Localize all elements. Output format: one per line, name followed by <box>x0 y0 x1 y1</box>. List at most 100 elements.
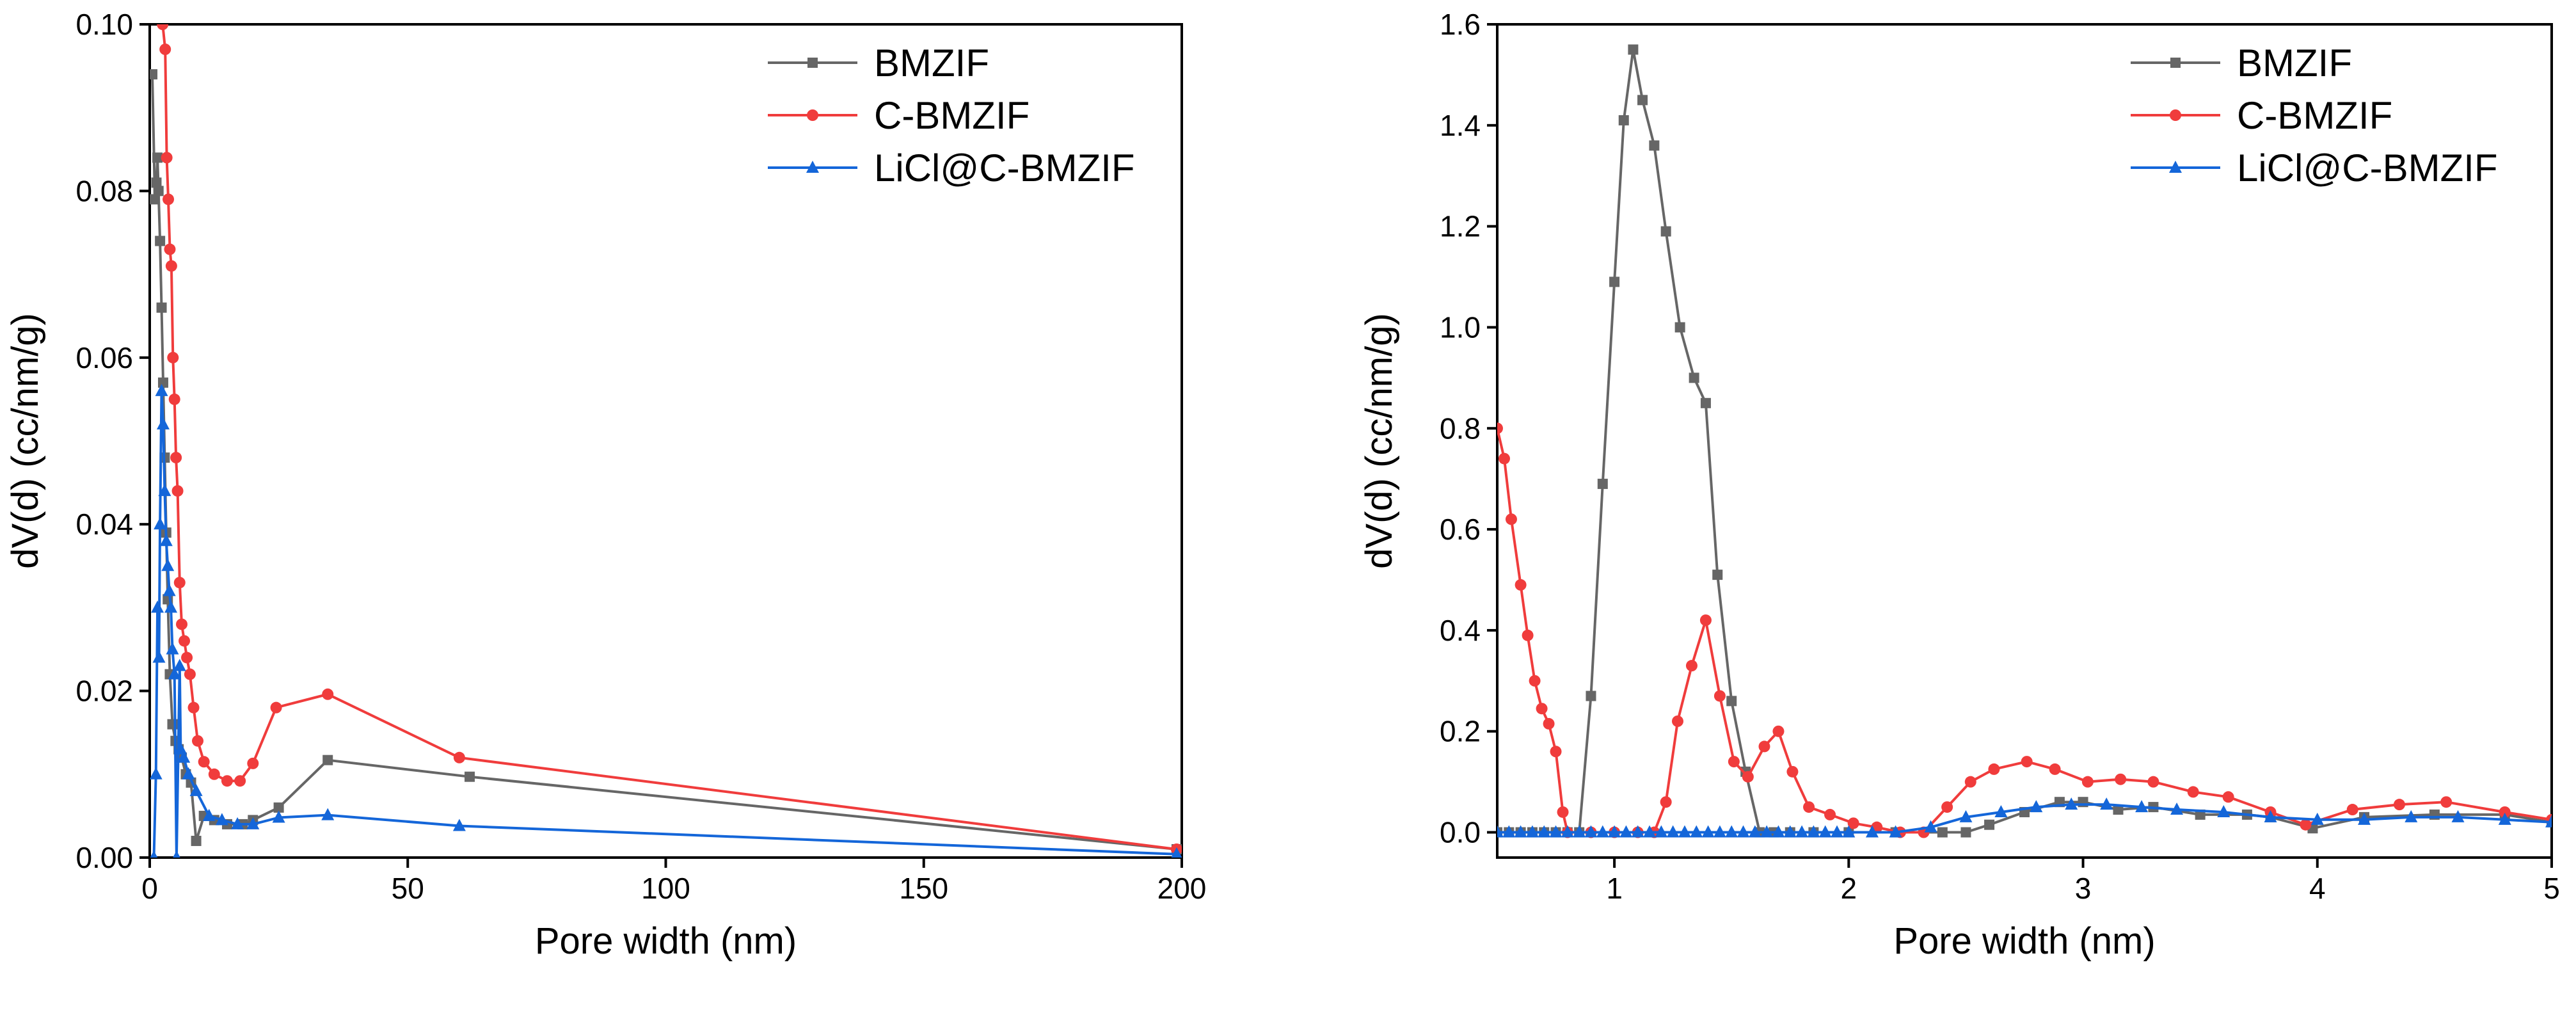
data-point <box>181 651 193 664</box>
data-point <box>2264 810 2277 822</box>
data-point <box>1941 801 1953 813</box>
data-point <box>1597 479 1608 490</box>
legend-label: BMZIF <box>874 42 989 84</box>
data-point <box>150 194 161 205</box>
data-point <box>1618 115 1629 125</box>
data-point <box>1660 796 1672 808</box>
data-point <box>1937 827 1948 838</box>
data-point <box>1660 226 1671 237</box>
data-point <box>1631 825 1644 838</box>
data-point <box>2222 791 2234 803</box>
data-point <box>155 383 168 396</box>
data-point <box>159 534 173 547</box>
y-tick-label: 1.6 <box>1440 8 1481 41</box>
data-point <box>1865 825 1879 838</box>
data-point <box>1502 825 1516 838</box>
data-point <box>164 243 176 255</box>
data-point <box>202 808 216 821</box>
data-point <box>2170 803 2184 815</box>
data-point <box>155 236 166 246</box>
data-point <box>1678 825 1691 838</box>
data-point <box>2187 786 2199 798</box>
data-point <box>198 756 210 768</box>
data-point <box>1525 825 1539 838</box>
data-point <box>1497 422 1503 435</box>
y-axis-title: dV(d) (cc/nm/g) <box>1358 313 1400 569</box>
x-tick-label: 5 <box>2543 872 2560 905</box>
data-point <box>1514 825 1527 838</box>
data-point <box>1498 452 1510 465</box>
data-point <box>2346 804 2358 816</box>
series-line-bmzif <box>1497 48 2552 834</box>
data-point <box>1713 690 1726 702</box>
data-point <box>208 768 220 780</box>
legend-marker <box>2170 109 2181 121</box>
data-point <box>1584 825 1598 838</box>
data-point <box>1842 825 1856 838</box>
data-point <box>1795 825 1809 838</box>
y-tick-label: 0.10 <box>76 8 133 41</box>
data-point <box>215 813 228 826</box>
data-point <box>1549 825 1562 838</box>
data-point <box>158 484 171 497</box>
legend-label: C-BMZIF <box>2237 94 2392 137</box>
data-point <box>192 735 204 747</box>
data-point <box>1758 740 1770 753</box>
y-tick-label: 0.02 <box>76 675 133 708</box>
data-point <box>1619 825 1633 838</box>
legend-label: BMZIF <box>2237 42 2352 84</box>
plot-area <box>150 24 1182 858</box>
data-point <box>1713 825 1726 838</box>
data-point <box>2451 810 2465 822</box>
data-point <box>322 755 333 765</box>
y-tick-label: 0.00 <box>76 841 133 874</box>
y-tick-label: 0.0 <box>1440 816 1481 849</box>
data-point <box>2115 773 2127 785</box>
data-point <box>270 701 282 714</box>
data-point <box>1760 825 1774 838</box>
data-point <box>2049 763 2061 775</box>
data-point <box>2545 815 2552 827</box>
legend-marker <box>2170 58 2181 68</box>
y-tick-label: 1.4 <box>1440 109 1481 142</box>
plot-area <box>1497 44 2552 838</box>
data-point <box>272 810 285 823</box>
data-point <box>1689 372 1699 383</box>
data-point <box>163 193 175 205</box>
data-point <box>2135 800 2149 813</box>
data-point <box>167 351 179 364</box>
data-point <box>168 667 181 680</box>
data-point <box>1786 765 1799 778</box>
data-point <box>1671 715 1683 727</box>
legend-marker <box>807 109 818 121</box>
legend-marker <box>2169 161 2182 173</box>
x-axis-title: Pore width (nm) <box>1893 920 2155 962</box>
data-point <box>2113 804 2124 815</box>
y-tick-label: 0.2 <box>1440 715 1481 748</box>
data-point <box>231 817 244 829</box>
data-point <box>1536 703 1548 715</box>
x-tick-label: 4 <box>2309 872 2326 905</box>
data-point <box>1803 801 1815 813</box>
data-point <box>1807 825 1820 838</box>
data-point <box>1643 825 1657 838</box>
data-point <box>1655 825 1668 838</box>
data-point <box>2217 804 2230 817</box>
legend-label: C-BMZIF <box>874 94 1030 137</box>
data-point <box>151 600 164 613</box>
data-point <box>152 650 166 663</box>
y-tick-label: 1.0 <box>1440 310 1481 344</box>
right-chart-panel: 1 2 3 4 5 0.0 0.2 0.4 0.6 0.8 1.0 1.2 1.4 1.6 Pore wid… <box>1358 8 2560 962</box>
data-point <box>163 584 176 596</box>
data-point <box>1608 825 1621 838</box>
data-point <box>187 701 200 714</box>
data-point <box>1728 756 1740 768</box>
data-point <box>1772 725 1785 737</box>
left-chart-panel: 0 50 100 150 200 0.00 0.02 0.04 0.06 0.08 0.10 Pore… <box>4 8 1206 962</box>
data-point <box>191 835 202 846</box>
y-tick-label: 0.08 <box>76 174 133 207</box>
data-point <box>1847 817 1859 829</box>
x-tick-label: 150 <box>899 872 948 905</box>
